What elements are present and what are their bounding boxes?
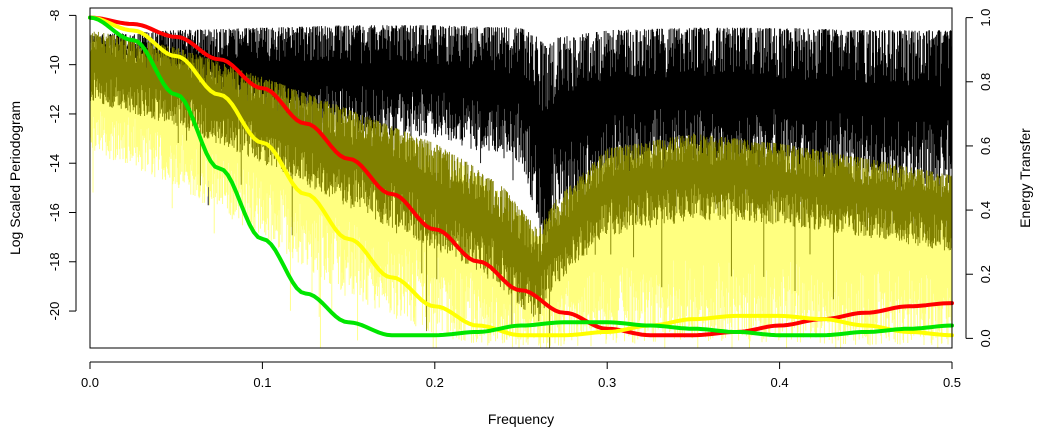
periodogram-series-2 <box>90 31 952 348</box>
energy-curve-2 <box>88 15 954 338</box>
y-tick-label: -10 <box>47 55 62 74</box>
y-tick-label: -20 <box>47 302 62 321</box>
y-tick-label: -16 <box>47 203 62 222</box>
y-right-tick-label: 1.0 <box>978 9 993 27</box>
x-tick-label: 0.4 <box>771 375 789 390</box>
energy-curve-0 <box>88 15 954 338</box>
y-tick-label: -8 <box>47 10 62 22</box>
y-right-tick-label: 0.8 <box>978 73 993 91</box>
x-tick-label: 0.3 <box>598 375 616 390</box>
x-tick-label: 0.0 <box>81 375 99 390</box>
y-tick-label: -18 <box>47 252 62 271</box>
y-tick-label: -14 <box>47 154 62 173</box>
x-axis-title: Frequency <box>488 411 554 427</box>
y-axis-title-left: Log Scaled Periodogram <box>7 101 23 255</box>
y-right-tick-label: 0.0 <box>978 329 993 347</box>
y-tick-label: -12 <box>47 105 62 124</box>
y-axis-left: -8 -10 -12 -14 -16 -18 -20 <box>47 10 77 321</box>
y-axis-right: 0.0 0.2 0.4 0.6 0.8 1.0 <box>965 9 993 347</box>
energy-curve-1 <box>88 15 954 338</box>
y-axis-title-right: Energy Transfer <box>1017 128 1033 228</box>
x-tick-label: 0.5 <box>943 375 961 390</box>
x-tick-label: 0.2 <box>426 375 444 390</box>
plot-frame <box>89 7 953 349</box>
y-right-tick-label: 0.4 <box>978 201 993 219</box>
periodogram-layers <box>90 25 952 348</box>
x-tick-label: 0.1 <box>253 375 271 390</box>
y-right-tick-label: 0.2 <box>978 265 993 283</box>
x-axis: 0.0 0.1 0.2 0.3 0.4 0.5 <box>81 361 961 390</box>
y-right-tick-label: 0.6 <box>978 137 993 155</box>
energy-transfer-curves <box>88 15 954 338</box>
